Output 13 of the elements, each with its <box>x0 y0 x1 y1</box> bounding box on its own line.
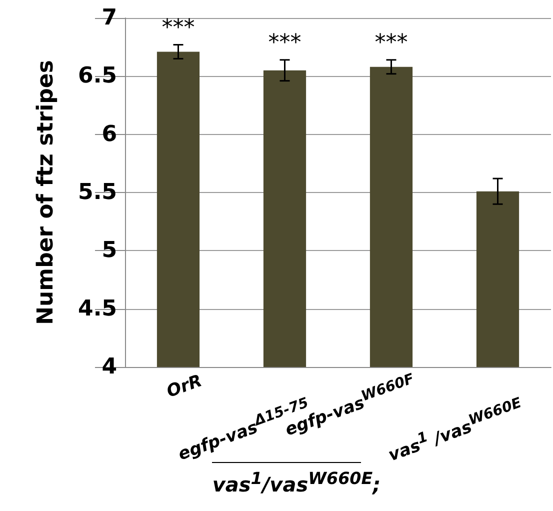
y-tick-label: 4.5 <box>78 296 117 322</box>
y-tick-label: 5.5 <box>78 180 117 205</box>
y-tick-label: 7 <box>102 6 117 30</box>
annotation: *** <box>268 30 302 56</box>
y-tick-label: 6 <box>102 122 117 147</box>
y-tick-label: 5 <box>102 238 117 264</box>
annotation: *** <box>162 15 195 40</box>
text: vas$^{1}$/vas$^{W660E}$; <box>212 469 381 497</box>
y-tick-label: 4 <box>102 354 117 380</box>
y-tick-label: 6.5 <box>78 64 117 89</box>
y-axis-title: Number of ftz stripes <box>34 60 58 325</box>
annotation: *** <box>374 30 408 56</box>
x-tick-label: OrR <box>164 371 206 402</box>
